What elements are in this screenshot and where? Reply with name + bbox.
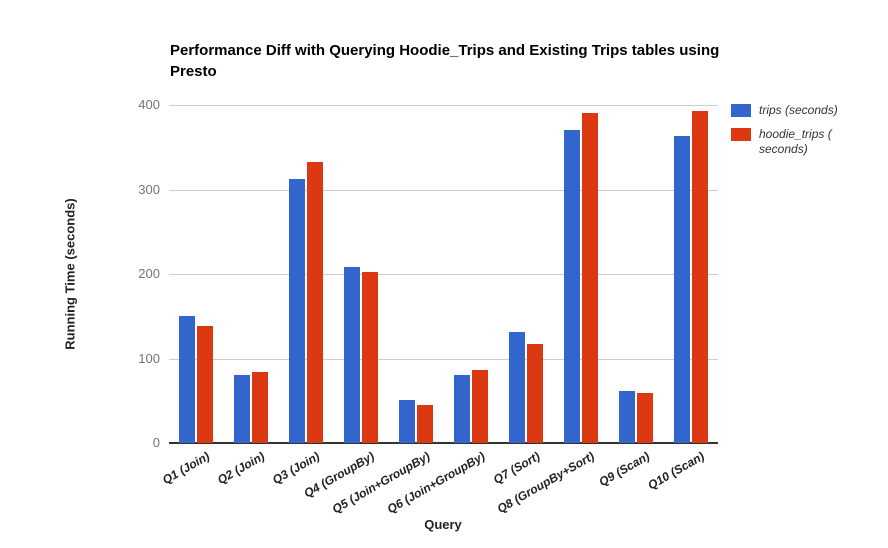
bar-hoodie-trips-q5-join-groupby[interactable] (417, 404, 434, 443)
bar-hoodie-trips-q6-join-groupby[interactable] (471, 370, 488, 443)
legend-label: trips (seconds) (759, 103, 838, 117)
bar-trips-q1-join[interactable] (179, 316, 196, 443)
chart-title: Performance Diff with Querying Hoodie_Tr… (170, 42, 720, 80)
legend-item-trips[interactable]: trips (seconds) (731, 103, 859, 118)
gridline-400 (169, 105, 718, 106)
legend-swatch-hoodie-trips (731, 128, 751, 141)
bar-hoodie-trips-q10-scan[interactable] (691, 110, 708, 443)
gridline-100 (169, 358, 718, 360)
bar-trips-q4-groupby[interactable] (344, 267, 361, 443)
bar-hoodie-trips-q1-join[interactable] (197, 325, 214, 443)
bar-trips-q9-scan[interactable] (618, 391, 635, 443)
legend: trips (seconds) hoodie_trips ( seconds) (731, 103, 859, 157)
bar-hoodie-trips-q8-groupby-sort[interactable] (581, 113, 598, 443)
bar-trips-q6-join-groupby[interactable] (453, 374, 470, 443)
legend-label: hoodie_trips ( seconds) (759, 127, 832, 156)
xcat-label-q8-groupby-sort: Q8 (GroupBy+Sort) (494, 449, 597, 516)
xcat-label-q2-join: Q2 (Join) (215, 449, 268, 488)
ytick-label-400: 400 (138, 97, 160, 112)
bar-hoodie-trips-q9-scan[interactable] (636, 393, 653, 443)
bar-trips-q3-join[interactable] (289, 178, 306, 443)
bar-hoodie-trips-q3-join[interactable] (307, 162, 324, 443)
ytick-label-100: 100 (138, 350, 160, 366)
y-axis-title: Running Time (seconds) (62, 198, 78, 350)
bar-hoodie-trips-q7-sort[interactable] (526, 344, 543, 443)
legend-swatch-trips (731, 104, 751, 117)
gridline-300 (169, 189, 718, 191)
bar-hoodie-trips-q4-groupby[interactable] (362, 272, 379, 443)
xcat-label-q6-join-groupby: Q6 (Join+GroupBy) (384, 449, 487, 517)
x-axis-title: Query (424, 517, 462, 532)
legend-item-hoodie-trips[interactable]: hoodie_trips ( seconds) (731, 127, 859, 157)
bar-trips-q7-sort[interactable] (508, 332, 525, 443)
ytick-label-200: 200 (138, 266, 160, 281)
ytick-label-300: 300 (138, 181, 160, 197)
bar-trips-q8-groupby-sort[interactable] (563, 129, 580, 443)
bar-trips-q5-join-groupby[interactable] (399, 399, 416, 443)
xcat-label-q1-join: Q1 (Join) (160, 449, 213, 488)
bar-trips-q10-scan[interactable] (673, 136, 690, 443)
xcat-label-q9-scan: Q9 (Scan) (596, 449, 652, 490)
gridline-200 (169, 274, 718, 275)
xcat-label-q5-join-groupby: Q5 (Join+GroupBy) (329, 449, 433, 517)
x-axis-line (169, 442, 718, 444)
ytick-label-0: 0 (152, 435, 160, 450)
xcat-label-q10-scan: Q10 (Scan) (645, 449, 707, 493)
bar-hoodie-trips-q2-join[interactable] (252, 372, 269, 443)
plot-area (169, 105, 718, 444)
bar-trips-q2-join[interactable] (234, 374, 251, 443)
